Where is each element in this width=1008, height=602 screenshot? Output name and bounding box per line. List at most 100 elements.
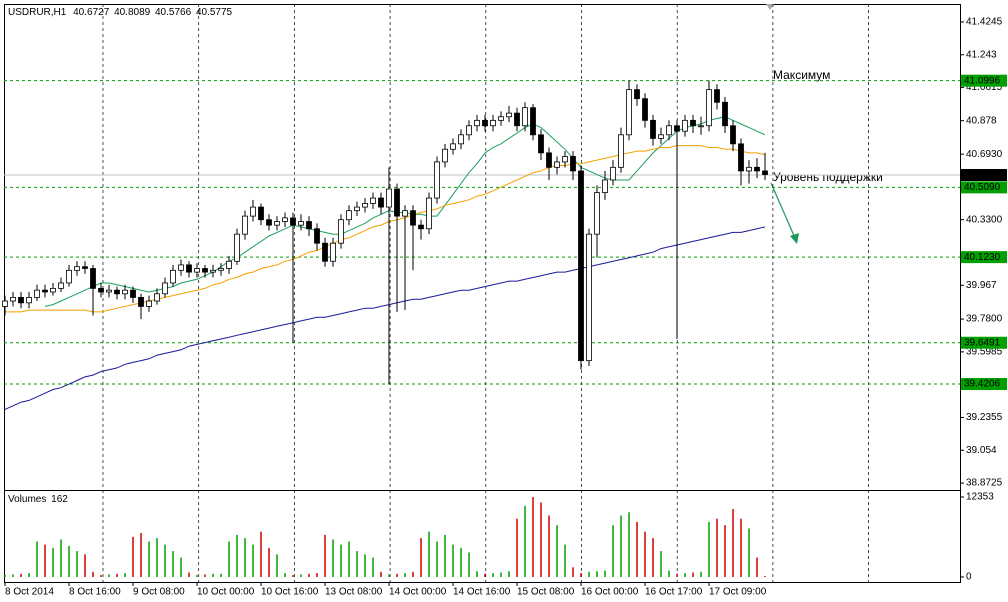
candle-body (130, 289, 136, 298)
candle-body (690, 119, 696, 127)
candle-body (34, 289, 40, 298)
candle-body (218, 268, 224, 271)
y-tick-label: 41.0615 (966, 82, 1003, 93)
candle-body (562, 156, 568, 163)
candle-body (674, 125, 680, 132)
y-tick-label: 40.6930 (966, 149, 1003, 160)
candle-body (514, 112, 520, 127)
shift-marker (766, 4, 774, 10)
annotation: Уровень поддержки (773, 170, 883, 184)
candle-body (586, 233, 592, 362)
low-price: 40.5766 (155, 7, 192, 18)
time-label: 8 Oct 16:00 (69, 587, 121, 598)
y-tick-label: 41.243 (966, 49, 997, 60)
annotation: Максимум (773, 68, 830, 82)
candle-body (354, 206, 360, 212)
time-label: 9 Oct 08:00 (133, 587, 185, 598)
candle-body (346, 210, 352, 221)
level-label: 39.6491 (964, 337, 1001, 348)
candle-body (258, 206, 264, 221)
candle-body (290, 217, 296, 226)
candle-body (522, 107, 528, 127)
y-tick-label: 41.4245 (966, 17, 1003, 28)
current-price-label: 40.5775 (964, 170, 1001, 181)
candle-body (450, 143, 456, 150)
candle-body (570, 156, 576, 172)
candle-body (322, 242, 328, 262)
candle-body (250, 206, 256, 217)
candle-body (66, 269, 72, 284)
candle-body (170, 269, 176, 284)
candle-body (194, 268, 200, 273)
candle-body (282, 217, 288, 222)
level-label-box (961, 336, 1007, 349)
candle-body (626, 89, 632, 136)
candle-body (602, 179, 608, 194)
candle-body (498, 116, 504, 121)
candle-body (362, 203, 368, 208)
candle-body (698, 125, 704, 128)
volume-tick-label: 0 (966, 572, 972, 583)
candle-body (114, 289, 120, 295)
candle-body (178, 264, 184, 271)
candle-body (650, 119, 656, 139)
volume-tick-label: 12353 (966, 492, 994, 503)
candle-body (594, 192, 600, 235)
candle-body (418, 224, 424, 230)
candle-body (2, 300, 8, 307)
candle-body (642, 98, 648, 121)
arrow-shaft (770, 182, 796, 239)
moving-average (4, 226, 766, 410)
level-label-box (961, 181, 1007, 194)
candle-body (474, 119, 480, 127)
candle-body (666, 125, 672, 136)
candle-body (266, 219, 272, 226)
candle-body (442, 148, 448, 163)
time-label: 15 Oct 08:00 (517, 587, 575, 598)
candle-body (314, 228, 320, 244)
volume-title: Volumes (8, 494, 46, 505)
candle-body (90, 268, 96, 289)
candle-body (722, 101, 728, 127)
candle-body (122, 289, 128, 295)
candle-body (10, 297, 16, 302)
candle-body (458, 134, 464, 145)
candle-body (410, 210, 416, 226)
y-tick-label: 39.5985 (966, 347, 1003, 358)
candle-body (706, 89, 712, 127)
candle-body (26, 297, 32, 304)
candle-body (682, 119, 688, 132)
candle-body (466, 125, 472, 136)
candle-body (306, 221, 312, 230)
candle-body (42, 289, 48, 293)
level-label-box (961, 378, 1007, 391)
y-tick-label: 40.878 (966, 115, 997, 126)
current-price-box (961, 169, 1007, 182)
volume-last: 162 (51, 494, 68, 505)
time-label: 16 Oct 00:00 (581, 587, 639, 598)
level-label: 40.5090 (964, 182, 1001, 193)
candle-body (234, 233, 240, 262)
candle-body (610, 166, 616, 181)
candle-body (274, 221, 280, 226)
candle-body (730, 125, 736, 145)
moving-average (5, 145, 766, 313)
y-tick-label: 38.8725 (966, 478, 1003, 489)
time-label: 16 Oct 17:00 (645, 587, 703, 598)
candle-body (154, 293, 160, 302)
candle-body (546, 152, 552, 168)
candle-body (538, 134, 544, 154)
symbol: USDRUR,H1 (8, 7, 67, 18)
candle-body (482, 119, 488, 127)
candle-body (98, 287, 104, 293)
level-label: 39.4206 (964, 379, 1001, 390)
candle-body (162, 282, 168, 295)
candle-body (634, 89, 640, 100)
time-label: 13 Oct 08:00 (325, 587, 383, 598)
candle-body (746, 166, 752, 172)
volume-header: Volumes 162 (8, 494, 68, 505)
candle-body (202, 268, 208, 273)
time-label: 10 Oct 16:00 (261, 587, 319, 598)
